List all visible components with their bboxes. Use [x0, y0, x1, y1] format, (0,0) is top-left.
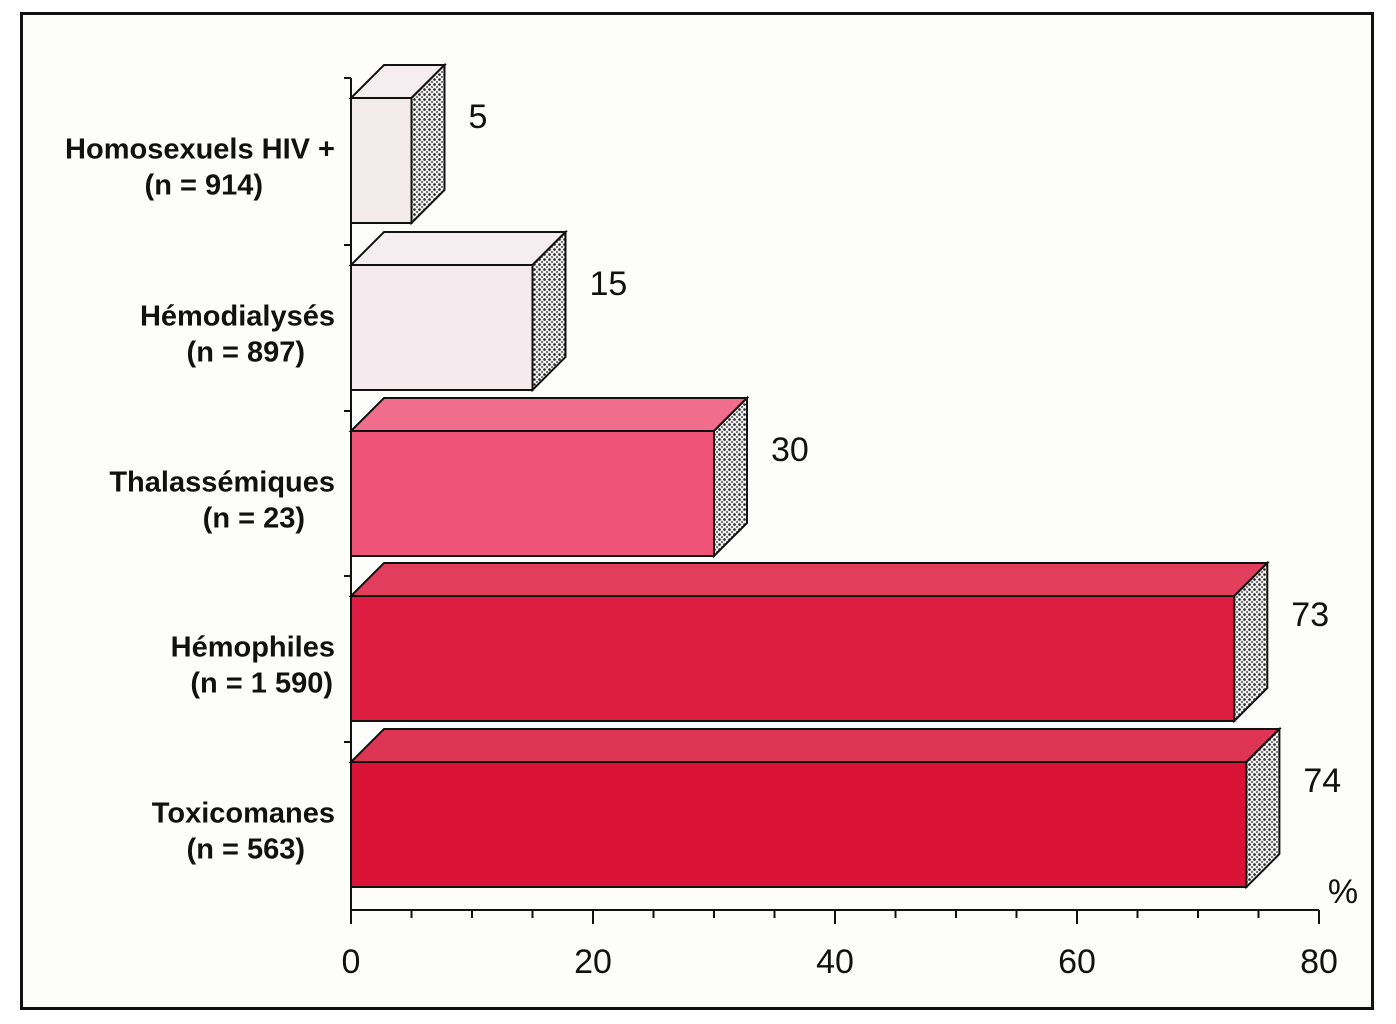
category-label: Toxicomanes [152, 798, 335, 830]
bar-top-face [348, 562, 1270, 597]
data-label: 74 [1303, 762, 1341, 800]
bar-top-face [348, 397, 750, 432]
bar-2 [348, 229, 568, 393]
category-label: Hémodialysés [140, 301, 335, 333]
category-n-label: (n = 897) [187, 337, 305, 369]
bar-top-face [348, 728, 1282, 763]
category-label: Hémophiles [171, 632, 335, 664]
category-n-label: (n = 914) [145, 170, 263, 202]
x-tick-label: 40 [816, 943, 854, 981]
bar-3 [348, 395, 750, 559]
bar-side-face [410, 62, 446, 226]
category-n-label: (n = 563) [187, 834, 305, 866]
category-n-label: (n = 1 590) [190, 668, 333, 700]
bar-top-face [348, 231, 568, 266]
bar-side-face [1233, 560, 1269, 724]
x-unit-label: % [1328, 873, 1358, 911]
bar-4 [348, 560, 1270, 724]
x-tick-label: 0 [342, 943, 361, 981]
bar-front-face [350, 430, 715, 557]
labels-layer: 5 Homosexuels HIV + (n = 914) 15 Hémodialysé… [65, 98, 1358, 981]
category-n-label: (n = 23) [203, 503, 305, 535]
bar-5 [348, 726, 1282, 890]
bar-side-face [531, 229, 567, 393]
data-label: 5 [469, 98, 488, 136]
bar-front-face [350, 595, 1236, 722]
category-label: Thalassémiques [109, 467, 335, 499]
x-axis [344, 77, 1320, 924]
bar-side-face [1245, 726, 1281, 890]
x-tick-label: 60 [1058, 943, 1096, 981]
bar-side-face [713, 395, 748, 559]
category-label: Homosexuels HIV + [65, 134, 335, 166]
data-label: 73 [1291, 596, 1329, 634]
bar-front-face [350, 761, 1248, 888]
x-tick-label: 80 [1300, 943, 1338, 981]
chart-frame: 5 Homosexuels HIV + (n = 914) 15 Hémodialysé… [20, 12, 1374, 1010]
bar-front-face [350, 97, 413, 224]
bar-front-face [350, 264, 534, 391]
data-label: 30 [771, 431, 809, 469]
bar-1 [348, 62, 447, 226]
data-label: 15 [590, 265, 628, 303]
x-tick-label: 20 [574, 943, 612, 981]
bars-layer [348, 62, 1282, 890]
bar-chart: 5 Homosexuels HIV + (n = 914) 15 Hémodialysé… [65, 62, 1358, 981]
